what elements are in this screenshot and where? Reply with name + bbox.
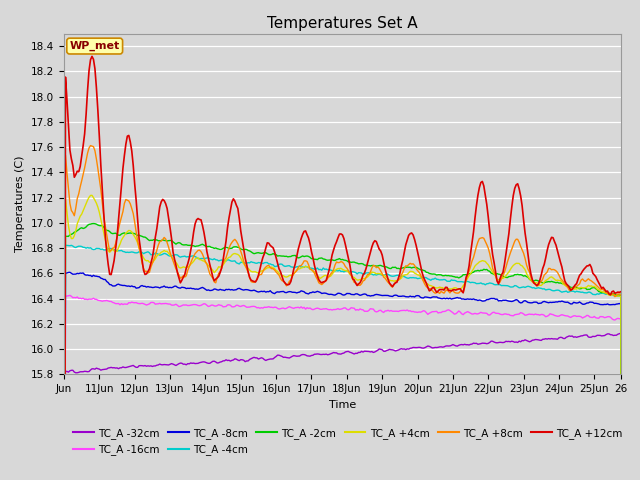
Legend: TC_A -32cm, TC_A -16cm, TC_A -8cm, TC_A -4cm, TC_A -2cm, TC_A +4cm, TC_A +8cm, T: TC_A -32cm, TC_A -16cm, TC_A -8cm, TC_A … [69,424,627,459]
Text: WP_met: WP_met [70,41,120,51]
X-axis label: Time: Time [329,400,356,409]
Y-axis label: Temperatures (C): Temperatures (C) [15,156,26,252]
Title: Temperatures Set A: Temperatures Set A [267,16,418,31]
